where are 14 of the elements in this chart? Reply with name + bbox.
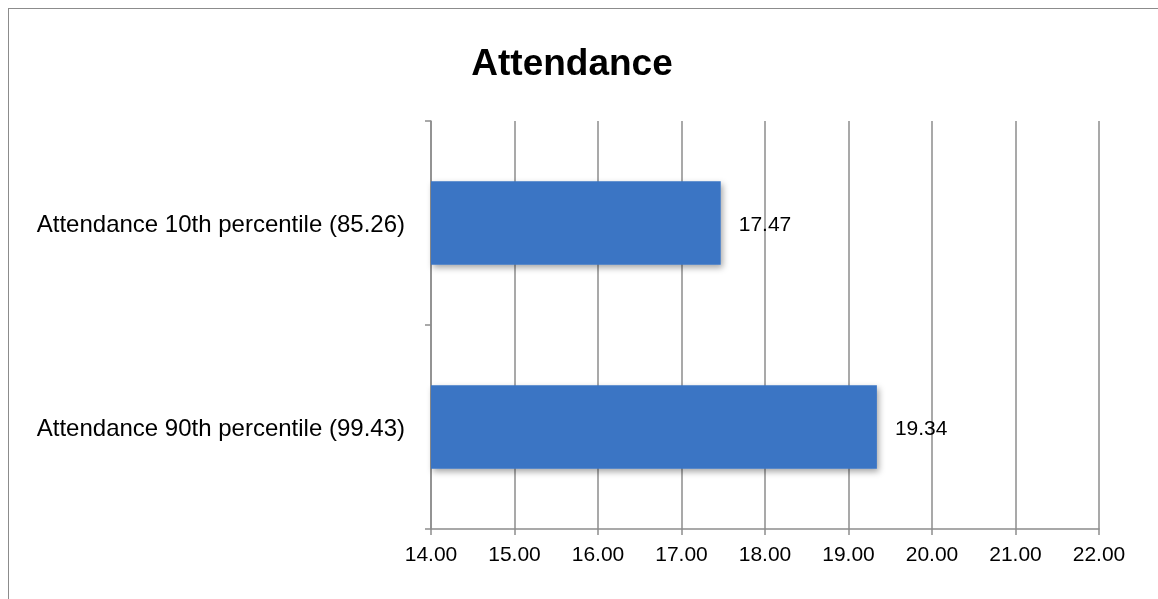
y-tick-label: Attendance 10th percentile (85.26) <box>36 209 405 237</box>
x-tick-label: 19.00 <box>822 542 875 565</box>
data-label: 17.47 <box>738 211 792 235</box>
y-tick-label: Attendance 90th percentile (99.43) <box>36 413 405 441</box>
x-tick-label: 14.00 <box>404 542 458 565</box>
data-label: 19.34 <box>894 415 948 439</box>
x-tick-label: 15.00 <box>488 542 541 565</box>
x-tick-label: 17.00 <box>655 542 708 565</box>
x-tick-label: 22.00 <box>1072 542 1126 565</box>
x-tick-label: 18.00 <box>738 542 792 565</box>
x-tick-label: 16.00 <box>571 542 625 565</box>
x-tick-label: 21.00 <box>989 542 1042 565</box>
chart-title: Attendance <box>471 42 673 83</box>
x-tick-label: 20.00 <box>905 542 959 565</box>
